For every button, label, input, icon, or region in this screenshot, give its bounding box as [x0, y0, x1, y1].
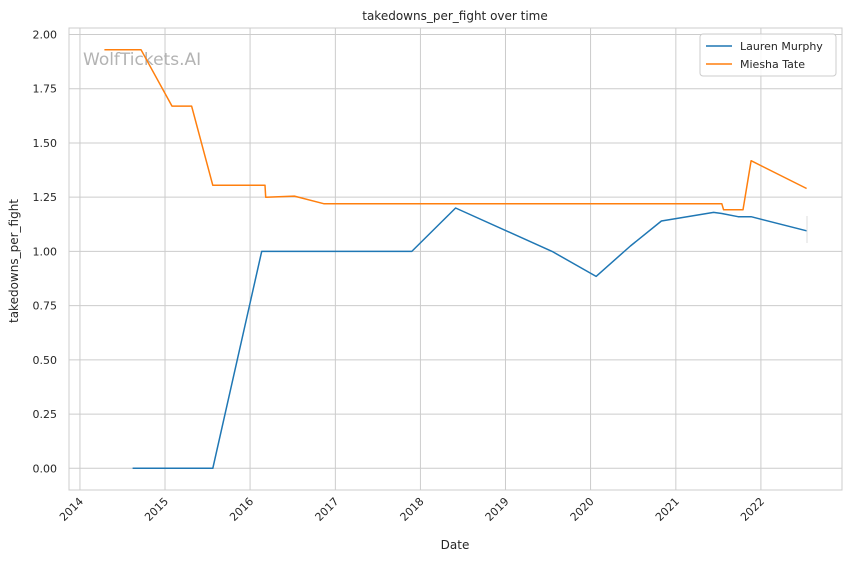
series-line-miesha-tate [104, 48, 807, 211]
plot-frame [68, 27, 843, 491]
grid [69, 28, 842, 490]
chart-title: takedowns_per_fight over time [362, 9, 548, 23]
y-tick-label: 1.25 [33, 191, 58, 204]
y-tick-label: 0.25 [33, 408, 58, 421]
legend-label-miesha-tate: Miesha Tate [740, 58, 805, 71]
legend-label-lauren-murphy: Lauren Murphy [740, 40, 823, 53]
y-tick-label: 2.00 [33, 29, 58, 42]
y-axis-ticks: 0.00 0.25 0.50 0.75 1.00 1.25 1.50 1.75 2.00 [33, 29, 58, 476]
y-tick-label: 0.75 [33, 300, 58, 313]
series-lines [104, 48, 807, 470]
watermark: WolfTickets.AI [83, 50, 201, 70]
y-tick-label: 1.75 [33, 83, 58, 96]
x-axis-label: Date [441, 538, 470, 552]
legend: Lauren Murphy Miesha Tate [699, 33, 837, 77]
y-axis-label: takedowns_per_fight [7, 199, 21, 323]
series-line-lauren-murphy [132, 207, 807, 470]
y-tick-label: 1.50 [33, 137, 58, 150]
y-tick-label: 1.00 [33, 245, 58, 258]
y-tick-label: 0.00 [33, 462, 58, 475]
y-tick-label: 0.50 [33, 354, 58, 367]
legend-box [699, 33, 837, 77]
